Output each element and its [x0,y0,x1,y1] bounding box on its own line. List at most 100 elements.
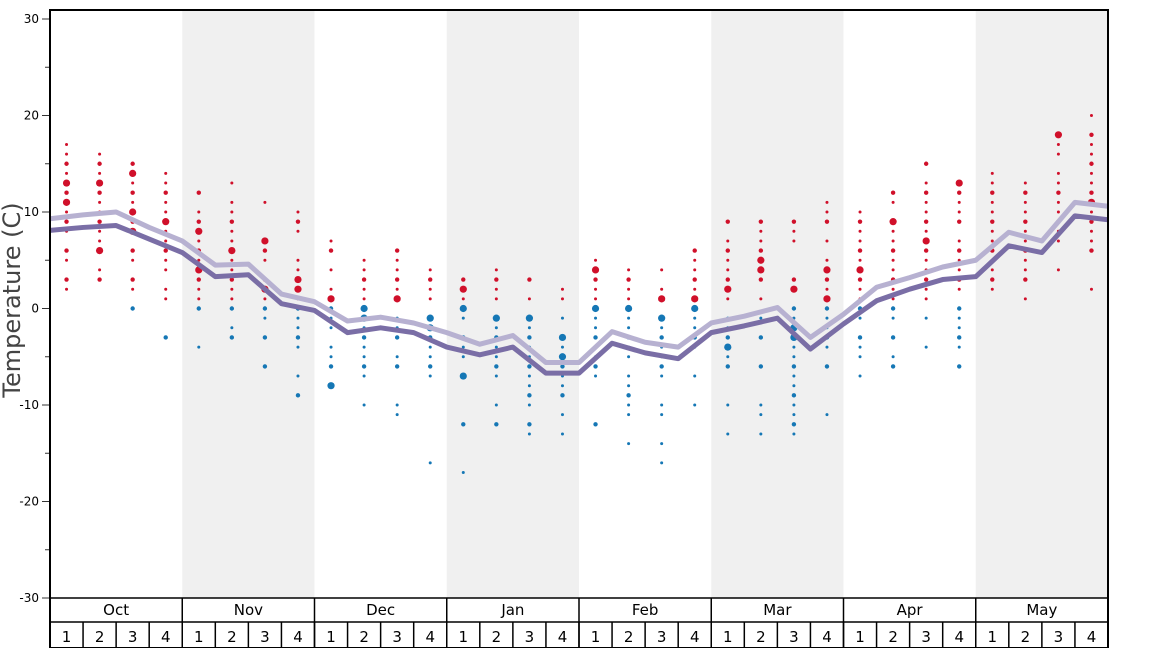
data-point [263,297,267,301]
data-point [990,229,994,233]
data-point [957,316,961,320]
data-point [461,345,465,349]
data-point [658,295,666,303]
data-point [95,179,104,187]
data-point [758,335,764,340]
data-point [527,403,531,407]
week-label: 3 [260,628,270,646]
data-point [296,316,300,320]
data-point [228,247,236,255]
data-point [296,374,300,378]
data-point [858,345,862,349]
data-point [825,287,829,291]
data-point [230,210,234,214]
data-point [98,229,102,233]
data-point [229,277,235,282]
week-label: 3 [657,628,667,646]
data-point [65,210,69,214]
data-point [131,181,135,185]
data-point [1023,210,1027,214]
data-point [825,239,829,243]
data-point [857,219,863,224]
data-point [1056,181,1060,185]
data-point [261,237,269,245]
data-point [361,335,367,340]
data-point [394,335,400,340]
data-point [792,384,796,388]
month-shade-jan [446,10,579,598]
data-point [792,355,796,359]
light-line [49,199,1109,366]
data-point [1054,131,1063,139]
data-point [62,179,71,187]
data-point [924,200,928,204]
data-point [395,268,399,272]
data-point [294,285,302,293]
y-tick-label: 20 [24,109,39,123]
data-point [229,306,235,311]
data-point [329,355,333,359]
data-point [693,316,697,320]
data-point [624,304,633,313]
data-point [792,413,796,417]
data-point [461,277,466,282]
data-point [627,413,631,417]
data-point [593,422,598,427]
data-point [724,343,732,351]
data-point [725,364,730,369]
data-point [792,229,796,233]
data-point [494,422,499,427]
data-point [428,364,433,369]
data-point [660,413,664,417]
data-point [296,326,300,330]
data-point [758,364,764,369]
data-point [791,277,797,282]
week-label: 4 [954,628,964,646]
week-label: 3 [921,628,931,646]
data-point [693,326,697,330]
data-point [1023,219,1028,224]
data-point [759,316,763,320]
data-point [593,364,598,369]
data-point [395,403,399,407]
data-point [98,239,102,243]
data-point [857,248,863,253]
data-point [295,335,301,340]
data-point [362,345,366,349]
data-point [461,422,466,427]
week-label: 2 [756,628,766,646]
data-point [594,297,598,301]
week-label: 3 [789,628,799,646]
data-point [527,432,531,436]
data-point [1023,200,1027,204]
data-point [196,277,201,282]
data-point [990,210,994,214]
data-point [594,326,598,330]
data-point [327,382,335,390]
data-point [230,268,234,272]
data-point [923,161,929,166]
data-point [362,258,366,262]
data-point [295,393,301,398]
data-point [196,190,201,195]
data-point [428,277,433,282]
month-label: Apr [897,601,924,619]
data-point [726,403,730,407]
data-point [955,179,963,187]
data-point [1089,210,1093,214]
data-point [65,258,69,262]
data-point [1023,229,1027,233]
data-point [890,364,896,369]
data-point [262,248,268,253]
data-point [823,295,831,303]
data-point [594,316,598,320]
data-point [558,353,567,361]
data-point [591,304,600,313]
data-point [858,287,862,291]
month-week-axis: Oct 1 2 3 4 Nov 1 2 3 4 Dec 1 2 3 4 Jan 1 2 3 4 Feb 1 2 3 4 Mar 1 2… [49,597,1108,648]
data-point [560,384,564,388]
week-label: 1 [62,628,72,646]
data-point [856,266,864,274]
week-label: 4 [161,628,171,646]
month-label: Mar [763,601,792,619]
